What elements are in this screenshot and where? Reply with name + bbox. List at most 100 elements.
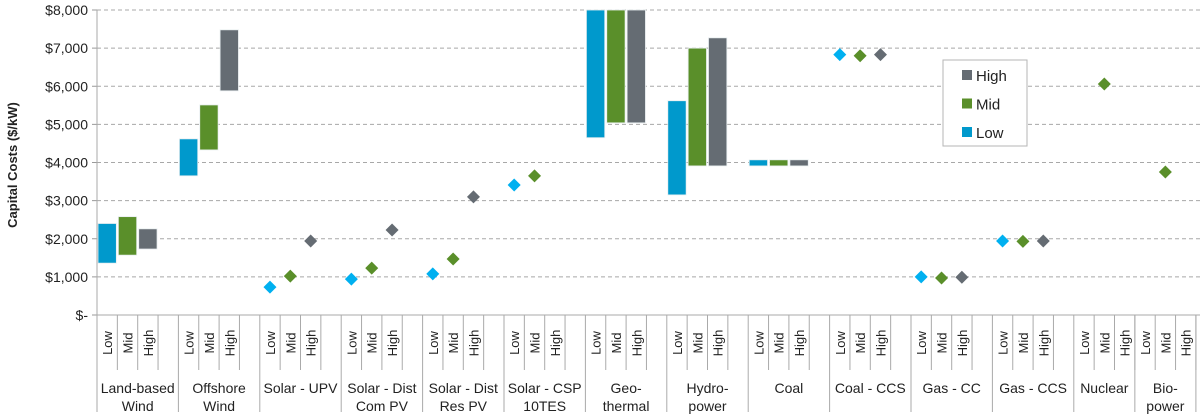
category-label: Solar - UPV bbox=[264, 380, 339, 396]
scenario-tick-label: Mid bbox=[609, 333, 624, 354]
scenario-tick-label: Mid bbox=[1016, 333, 1031, 354]
scenario-tick-label: Low bbox=[914, 330, 929, 354]
category-label: Bio- bbox=[1153, 380, 1178, 396]
point-marker-mid bbox=[528, 169, 542, 183]
point-marker-mid bbox=[446, 252, 460, 266]
category-label: Wind bbox=[122, 398, 154, 414]
scenario-tick-label: Low bbox=[1138, 330, 1153, 354]
point-marker-mid bbox=[365, 261, 379, 275]
point-marker-mid bbox=[1097, 77, 1111, 91]
range-bar-high bbox=[789, 159, 809, 167]
scenario-tick-label: Mid bbox=[446, 333, 461, 354]
point-marker-low bbox=[507, 178, 521, 192]
scenario-tick-label: Low bbox=[100, 330, 115, 354]
point-marker-low bbox=[344, 272, 358, 286]
category-label: Coal - CCS bbox=[835, 380, 906, 396]
scenario-tick-label: Mid bbox=[365, 333, 380, 354]
point-marker-low bbox=[426, 267, 440, 281]
scenario-tick-label: High bbox=[1036, 330, 1051, 357]
category-label: Geo- bbox=[611, 380, 642, 396]
point-marker-mid bbox=[1016, 234, 1030, 248]
range-bar-mid bbox=[199, 104, 219, 151]
category-label: Wind bbox=[203, 398, 235, 414]
scenario-tick-label: High bbox=[304, 330, 319, 357]
category-label: thermal bbox=[603, 398, 650, 414]
range-bar-mid bbox=[769, 159, 789, 167]
scenario-tick-label: High bbox=[1118, 330, 1133, 357]
legend-swatch-low bbox=[962, 127, 972, 137]
range-bar-low bbox=[667, 100, 687, 196]
category-label: power bbox=[1146, 398, 1184, 414]
scenario-tick-label: Low bbox=[996, 330, 1011, 354]
point-marker-low bbox=[914, 270, 928, 284]
scenario-tick-label: Mid bbox=[202, 333, 217, 354]
range-bar-high bbox=[626, 9, 646, 124]
scenario-tick-label: High bbox=[955, 330, 970, 357]
category-label: Nuclear bbox=[1080, 380, 1129, 396]
point-marker-mid bbox=[853, 49, 867, 63]
category-label: Res PV bbox=[440, 398, 488, 414]
range-bar-low bbox=[586, 9, 606, 139]
category-label: Hydro- bbox=[686, 380, 728, 396]
point-marker-mid bbox=[283, 269, 297, 283]
category-label: Gas - CC bbox=[923, 380, 981, 396]
scenario-tick-label: High bbox=[385, 330, 400, 357]
category-label: Com PV bbox=[356, 398, 409, 414]
scenario-tick-label: Low bbox=[426, 330, 441, 354]
y-tick-label: $5,000 bbox=[45, 116, 88, 132]
legend-swatch-mid bbox=[962, 98, 972, 109]
point-marker-mid bbox=[935, 271, 949, 285]
point-marker-high bbox=[873, 48, 887, 62]
scenario-tick-label: Mid bbox=[853, 333, 868, 354]
scenario-tick-label: Mid bbox=[772, 333, 787, 354]
scenario-tick-label: High bbox=[222, 330, 237, 357]
y-axis-label: Capital Costs ($/kW) bbox=[5, 102, 20, 228]
range-bar-mid bbox=[687, 47, 707, 167]
legend-swatch-high bbox=[962, 70, 972, 80]
scenario-tick-label: Low bbox=[670, 330, 685, 354]
range-bar-mid bbox=[117, 216, 138, 256]
point-marker-low bbox=[833, 48, 847, 62]
y-tick-label: $1,000 bbox=[45, 269, 88, 285]
y-axis: $- $1,000 $2,000 $3,000 $4,000 $5,000 $6,000 $7… bbox=[45, 2, 98, 323]
range-bar-mid bbox=[606, 9, 626, 124]
gridlines bbox=[97, 9, 1200, 278]
y-tick-label: $8,000 bbox=[45, 2, 88, 18]
category-label: power bbox=[688, 398, 726, 414]
scenario-tick-label: High bbox=[629, 330, 644, 357]
scenario-tick-label: High bbox=[141, 330, 156, 357]
category-label: Solar - CSP bbox=[508, 380, 582, 396]
category-label: Coal bbox=[775, 380, 804, 396]
point-marker-high bbox=[955, 270, 969, 284]
y-tick-label: $4,000 bbox=[45, 155, 88, 171]
scenario-tick-label: Low bbox=[833, 330, 848, 354]
category-label: Solar - Dist bbox=[429, 380, 498, 396]
scenario-tick-label: Low bbox=[182, 330, 197, 354]
point-marker-low bbox=[263, 280, 277, 294]
y-tick-label: $3,000 bbox=[45, 193, 88, 209]
scenario-tick-label: Mid bbox=[528, 333, 543, 354]
legend: High Mid Low bbox=[942, 59, 1028, 147]
scenario-tick-label: Mid bbox=[1097, 333, 1112, 354]
y-tick-label: $6,000 bbox=[45, 78, 88, 94]
scenario-tick-label: High bbox=[1179, 330, 1194, 357]
scenario-tick-label: High bbox=[711, 330, 726, 357]
scenario-tick-label: Mid bbox=[121, 333, 136, 354]
scenario-tick-label: High bbox=[792, 330, 807, 357]
category-label: Offshore bbox=[192, 380, 246, 396]
scenario-tick-label: High bbox=[466, 330, 481, 357]
range-bar-high bbox=[138, 228, 158, 250]
legend-label-mid: Mid bbox=[976, 97, 1000, 114]
scenario-tick-label: Mid bbox=[1158, 333, 1173, 354]
scenario-tick-label: Low bbox=[751, 330, 766, 354]
legend-label-low: Low bbox=[976, 125, 1004, 142]
scenario-tick-label: Mid bbox=[935, 333, 950, 354]
scenario-tick-label: High bbox=[873, 330, 888, 357]
range-bar-low bbox=[178, 138, 199, 177]
category-label: Land-based bbox=[101, 380, 175, 396]
data-marks bbox=[97, 9, 1172, 294]
scenario-tick-label: Low bbox=[263, 330, 278, 354]
y-tick-label: $- bbox=[76, 307, 89, 323]
point-marker-high bbox=[466, 190, 480, 204]
